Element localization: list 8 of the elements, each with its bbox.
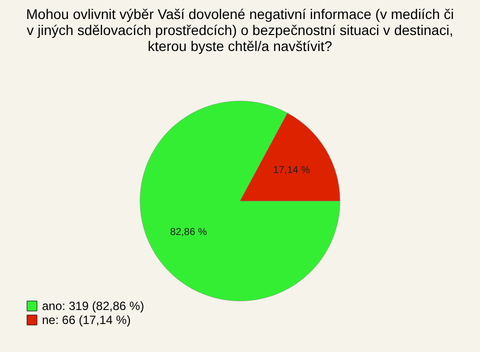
legend-label: ne: 66 (17,14 %) xyxy=(42,313,131,327)
legend-label: ano: 319 (82,86 %) xyxy=(42,299,144,313)
text: v jiných sdělovacích prostředcích) o bezpečnostní situaci v destinaci, xyxy=(26,22,454,38)
data-label: 82,86 % xyxy=(170,226,207,238)
pie-slice xyxy=(140,100,340,302)
text: kterou byste chtěl/a navštívit? xyxy=(148,38,332,54)
text: Mohou ovlivnit výběr Vaší dovolené negativní informace (v mediích či xyxy=(26,6,454,22)
data-label: 17,14 % xyxy=(273,165,310,176)
